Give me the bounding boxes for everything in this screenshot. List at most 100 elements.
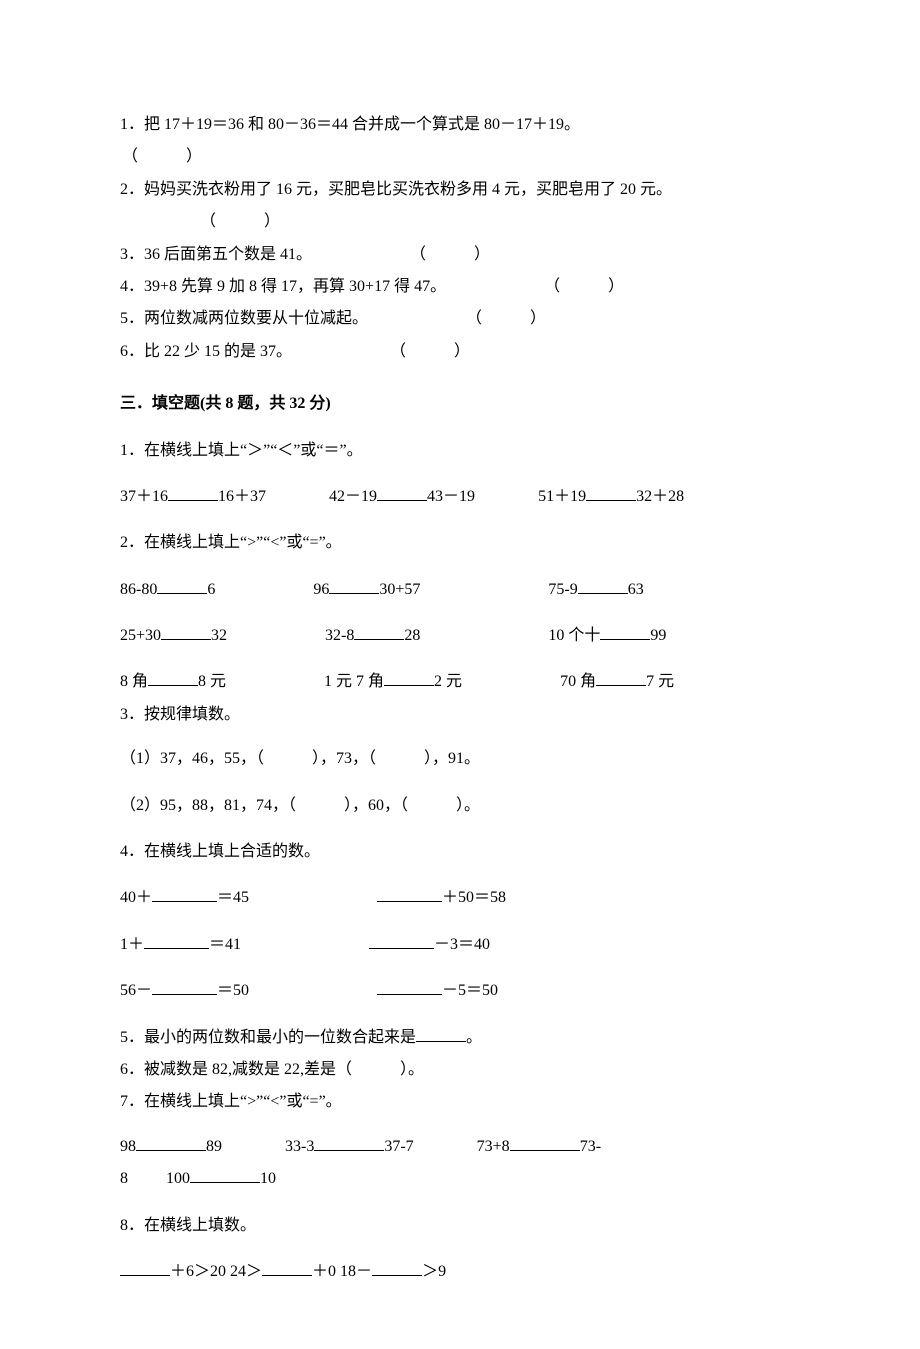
answer-blank[interactable]	[369, 933, 434, 949]
expr-right: 37-7	[384, 1138, 413, 1155]
answer-blank[interactable]	[161, 624, 211, 640]
answer-blank[interactable]	[120, 1260, 170, 1276]
expr-right: 8 元	[198, 673, 226, 690]
judge-text: 4	[120, 278, 128, 295]
judge-item: 1．把 17＋19＝36 和 80－36＝44 合并成一个算式是 80－17＋1…	[120, 110, 800, 140]
answer-blank[interactable]	[416, 1026, 466, 1042]
answer-blank[interactable]	[578, 578, 628, 594]
judge-paren: （ ）	[200, 213, 280, 230]
answer-blank[interactable]	[329, 578, 379, 594]
answer-blank[interactable]	[190, 1167, 260, 1183]
answer-blank[interactable]	[596, 670, 646, 686]
expr: ＋6＞20	[170, 1263, 226, 1280]
expr-right: 63	[628, 581, 644, 598]
q-prompt: 4．在横线上填上合适的数。	[120, 837, 800, 867]
fill-q1-row: 37＋1616＋37 42－1943－19 51＋1932＋28	[120, 482, 800, 512]
expr-left: 98	[120, 1138, 136, 1155]
judge-paren: （ ）	[122, 148, 202, 165]
expr: －3＝40	[434, 936, 490, 953]
expr-left: 75-9	[548, 581, 577, 598]
answer-blank[interactable]	[510, 1135, 580, 1151]
expr: ＝41	[209, 936, 241, 953]
expr-left: 42－19	[329, 488, 377, 505]
answer-blank[interactable]	[314, 1135, 384, 1151]
expr: ＋50＝58	[442, 889, 506, 906]
expr-left: 70 角	[560, 673, 596, 690]
expr-right: 89	[206, 1138, 222, 1155]
judge-text: 3	[120, 246, 128, 263]
answer-blank[interactable]	[152, 886, 217, 902]
expr-right: 43－19	[427, 488, 475, 505]
answer-blank[interactable]	[372, 1260, 422, 1276]
fill-q8-row: ＋6＞20 24＞ ＋0 18－ ＞9	[120, 1257, 800, 1287]
answer-blank[interactable]	[600, 624, 650, 640]
answer-blank[interactable]	[384, 670, 434, 686]
fill-q1: 1．在横线上填上“＞”“＜”或“＝”。	[120, 436, 800, 466]
judge-paren: （ ）	[466, 310, 546, 327]
fill-q6: 6．被减数是 82,减数是 22,差是（ ）。	[120, 1055, 800, 1085]
expr-left: 37＋16	[120, 488, 168, 505]
expr-right: 32	[211, 627, 227, 644]
judge-text: 妈妈买洗衣粉用了 16 元，买肥皂比买洗衣粉多用 4 元，买肥皂用了 20 元。	[144, 181, 672, 198]
answer-blank[interactable]	[144, 933, 209, 949]
q-prompt: 8．在横线上填数。	[120, 1211, 800, 1241]
fill-q2-row: 86-806 9630+57 75-963	[120, 575, 800, 605]
judge-paren-line: （ ）	[120, 207, 800, 237]
fill-q3-line: （2）95，88，81，74，（ ），60，（ ）。	[120, 791, 800, 821]
answer-blank[interactable]	[168, 485, 218, 501]
judge-text: 比 22 少 15 的是 37。	[144, 343, 292, 360]
q-text: 5．最小的两位数和最小的一位数合起来是	[120, 1029, 416, 1046]
expr-left: 33-3	[285, 1138, 314, 1155]
expr-left: 25+30	[120, 627, 161, 644]
judge-text: 1	[120, 116, 128, 133]
expr-right: 7 元	[646, 673, 674, 690]
fill-q2-row: 25+3032 32-828 10 个十99	[120, 621, 800, 651]
judge-item: 4．39+8 先算 9 加 8 得 17，再算 30+17 得 47。 （ ）	[120, 272, 800, 302]
expr: ＝50	[217, 982, 249, 999]
fill-q7-row: 8 10010	[120, 1164, 800, 1194]
answer-blank[interactable]	[377, 979, 442, 995]
answer-blank[interactable]	[157, 578, 207, 594]
section-title: 三．填空题(共 8 题，共 32 分)	[120, 389, 800, 419]
expr-left: 73+8	[477, 1138, 510, 1155]
fill-q4-row: 56－ ＝50 －5＝50	[120, 976, 800, 1006]
judgement-section: 1．把 17＋19＝36 和 80－36＝44 合并成一个算式是 80－17＋1…	[120, 110, 800, 367]
answer-blank[interactable]	[152, 979, 217, 995]
expr-right: 30+57	[379, 581, 420, 598]
expr: 56－	[120, 982, 152, 999]
expr-left: 8 角	[120, 673, 148, 690]
expr-right: 16＋37	[218, 488, 266, 505]
q-prompt: 2．在横线上填上“>”“<”或“=”。	[120, 528, 800, 558]
expr: －5＝50	[442, 982, 498, 999]
q-prompt: 1．在横线上填上“＞”“＜”或“＝”。	[120, 436, 800, 466]
expr: 40＋	[120, 889, 152, 906]
answer-blank[interactable]	[136, 1135, 206, 1151]
answer-blank[interactable]	[586, 485, 636, 501]
judge-paren: （ ）	[410, 246, 490, 263]
answer-blank[interactable]	[262, 1260, 312, 1276]
expr-right: 28	[404, 627, 420, 644]
expr: 1＋	[120, 936, 144, 953]
judge-text: 2	[120, 181, 128, 198]
q-prompt: 3．按规律填数。	[120, 700, 800, 730]
expr: 24＞	[230, 1263, 262, 1280]
answer-blank[interactable]	[148, 670, 198, 686]
judge-item: 2．妈妈买洗衣粉用了 16 元，买肥皂比买洗衣粉多用 4 元，买肥皂用了 20 …	[120, 175, 800, 205]
judge-paren-line: （ ）	[120, 142, 800, 172]
judge-paren: （ ）	[544, 278, 624, 295]
expr-left: 10 个十	[548, 627, 600, 644]
judge-item: 3．36 后面第五个数是 41。 （ ）	[120, 240, 800, 270]
fill-q7-row: 9889 33-337-7 73+873-	[120, 1132, 800, 1162]
judge-text: 5	[120, 310, 128, 327]
expr: 100	[166, 1170, 190, 1187]
expr: ＋0	[312, 1263, 336, 1280]
answer-blank[interactable]	[377, 485, 427, 501]
expr-right: 2 元	[434, 673, 462, 690]
expr: 18－	[340, 1263, 372, 1280]
answer-blank[interactable]	[377, 886, 442, 902]
answer-blank[interactable]	[354, 624, 404, 640]
judge-text: 6	[120, 343, 128, 360]
fill-q2: 2．在横线上填上“>”“<”或“=”。	[120, 528, 800, 558]
expr: ＞9	[422, 1263, 446, 1280]
expr-left: 1 元 7 角	[324, 673, 384, 690]
